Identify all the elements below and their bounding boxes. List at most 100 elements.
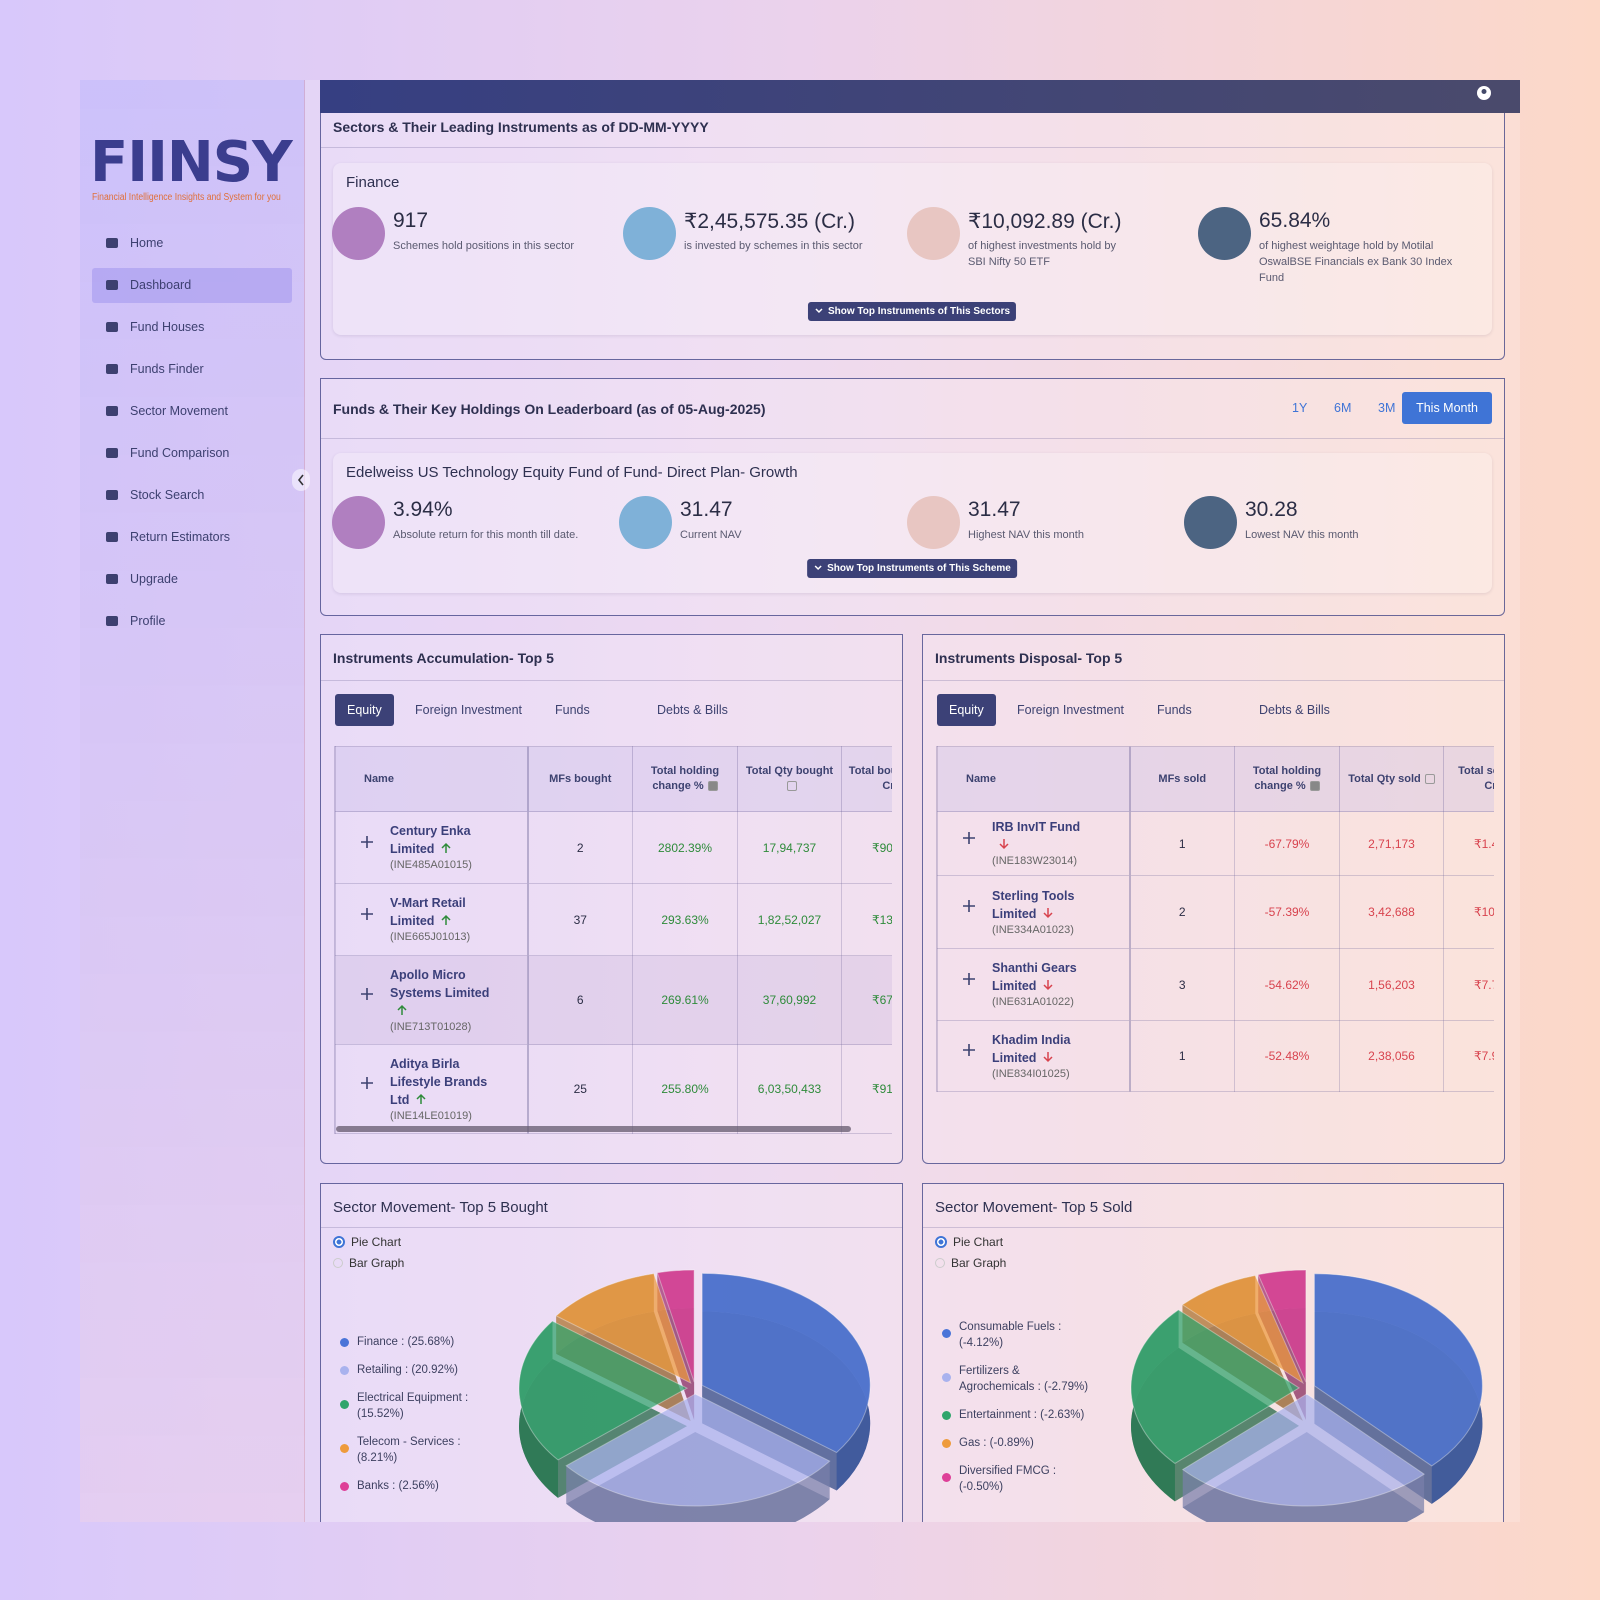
- period-tab[interactable]: 1Y: [1292, 401, 1308, 415]
- table-row[interactable]: Century Enka Limited (INE485A01015) 2 2802.…: [335, 811, 892, 884]
- period-tab[interactable]: 6M: [1334, 401, 1352, 415]
- instrument-name: Sterling Tools Limited: [992, 887, 1092, 923]
- category-tab[interactable]: Debts & Bills: [657, 703, 728, 717]
- legend-item: Electrical Equipment : (15.52%): [340, 1390, 490, 1422]
- expand-icon[interactable]: [962, 831, 976, 845]
- category-tab[interactable]: Debts & Bills: [1259, 703, 1330, 717]
- table-row[interactable]: IRB InvIT Fund (INE183W23014) 1 -67.79% 2,71…: [937, 811, 1494, 876]
- expand-icon[interactable]: [962, 1043, 976, 1057]
- category-tab[interactable]: Foreign Investment: [1017, 703, 1124, 717]
- header-checkbox[interactable]: [1309, 781, 1320, 792]
- stat-value: ₹2,45,575.35 (Cr.): [684, 210, 855, 233]
- table-cell: -67.79%: [1234, 811, 1340, 876]
- expand-icon[interactable]: [360, 907, 374, 921]
- header-checkbox[interactable]: [1424, 773, 1435, 784]
- toggle-button[interactable]: Show Top Instruments of This Scheme: [807, 559, 1017, 578]
- logo-tagline: Financial Intelligence Insights and Syst…: [92, 192, 281, 203]
- nav-icon: [106, 406, 118, 416]
- name-cell: Aditya Birla Lifestyle Brands Ltd (INE14L…: [335, 1044, 529, 1134]
- chart-type-radio[interactable]: Bar Graph: [935, 1256, 1006, 1270]
- instrument-isin: (INE834I01025): [992, 1067, 1070, 1080]
- table-cell: 6,03,50,433: [737, 1044, 842, 1134]
- header-checkbox[interactable]: [786, 781, 797, 792]
- nav-item[interactable]: Upgrade: [104, 569, 178, 589]
- table-cell: ₹1.4: [1443, 811, 1494, 876]
- stat-circle: [1184, 496, 1237, 549]
- expand-icon[interactable]: [962, 972, 976, 986]
- chart-type-radio[interactable]: Pie Chart: [333, 1235, 401, 1249]
- nav-icon: [106, 616, 118, 626]
- header-label: Name: [364, 772, 394, 785]
- divider: [321, 680, 902, 681]
- collapse-button[interactable]: [292, 469, 310, 491]
- fund-card: Funds & Their Key Holdings On Leaderboar…: [320, 378, 1505, 616]
- category-tab-active[interactable]: Equity: [937, 694, 996, 726]
- column-header: MFs bought: [527, 746, 633, 812]
- table-row[interactable]: Sterling Tools Limited (INE334A01023) 2 -57…: [937, 875, 1494, 949]
- radio-label: Bar Graph: [349, 1256, 405, 1270]
- table-row[interactable]: Aditya Birla Lifestyle Brands Ltd (INE14L…: [335, 1044, 892, 1134]
- nav-item[interactable]: Profile: [104, 611, 165, 631]
- table-row[interactable]: Shanthi Gears Limited (INE631A01022) 3 -54.…: [937, 948, 1494, 1021]
- expand-icon[interactable]: [360, 987, 374, 1001]
- header-label: Total holding change %: [1252, 765, 1322, 792]
- nav-item[interactable]: Dashboard: [104, 275, 191, 295]
- period-tab[interactable]: 3M: [1378, 401, 1396, 415]
- expand-icon[interactable]: [360, 1076, 374, 1090]
- nav-item[interactable]: Fund Houses: [104, 317, 204, 337]
- stat-value: 31.47: [680, 498, 733, 521]
- pie-slice: [1130, 1309, 1300, 1465]
- header-checkbox[interactable]: [707, 781, 718, 792]
- category-tab[interactable]: Funds: [555, 703, 590, 717]
- divider: [321, 147, 1504, 148]
- stat-circle: [907, 207, 960, 260]
- nav-item[interactable]: Return Estimators: [104, 527, 230, 547]
- legend-label: Retailing : (20.92%): [357, 1364, 458, 1376]
- scrollbar[interactable]: [336, 1126, 851, 1132]
- period-tab-active[interactable]: This Month: [1402, 392, 1492, 424]
- table-cell: ₹13.8: [841, 883, 892, 956]
- name-cell: IRB InvIT Fund (INE183W23014): [937, 811, 1131, 876]
- expand-icon[interactable]: [360, 835, 374, 849]
- chart-type-radio[interactable]: Bar Graph: [333, 1256, 404, 1270]
- up-arrow: [441, 842, 451, 853]
- radio-circle: [333, 1258, 343, 1268]
- arrow: [441, 914, 451, 925]
- table-row[interactable]: Apollo Micro Systems Limited (INE713T0102…: [335, 955, 892, 1045]
- category-tab-active[interactable]: Equity: [335, 694, 394, 726]
- chart-type-radio[interactable]: Pie Chart: [935, 1235, 1003, 1249]
- table-row[interactable]: Khadim India Limited (INE834I01025) 1 -52.4…: [937, 1020, 1494, 1092]
- table-cell: 1: [1129, 811, 1235, 876]
- legend-dot: [340, 1366, 349, 1375]
- user-icon-head: [1481, 89, 1487, 94]
- user-icon[interactable]: [1476, 85, 1492, 101]
- down-arrow: [999, 839, 1009, 850]
- table-cell: -52.48%: [1234, 1020, 1340, 1092]
- legend-dot: [340, 1444, 349, 1453]
- category-tab[interactable]: Foreign Investment: [415, 703, 522, 717]
- header-label: MFs sold: [1158, 772, 1207, 785]
- instrument-isin: (INE665J01013): [390, 931, 471, 943]
- stat-circle: [907, 496, 960, 549]
- toggle-button[interactable]: Show Top Instruments of This Sectors: [807, 302, 1017, 321]
- nav-item[interactable]: Stock Search: [104, 485, 204, 505]
- stat-text: Absolute return for this month till date…: [393, 529, 579, 541]
- legend-item: Telecom - Services : (8.21%): [340, 1434, 490, 1466]
- column-header: Total Qty bought: [737, 746, 842, 812]
- nav-item[interactable]: Fund Comparison: [104, 443, 229, 463]
- chevron: [814, 565, 822, 571]
- nav-item[interactable]: Sector Movement: [104, 401, 228, 421]
- table-row[interactable]: V-Mart Retail Limited (INE665J01013) 37 293…: [335, 883, 892, 956]
- nav-item[interactable]: Funds Finder: [104, 359, 204, 379]
- table-cell: ₹7.7: [1443, 948, 1494, 1021]
- nav-icon-shape: [106, 322, 118, 332]
- category-tab[interactable]: Funds: [1157, 703, 1192, 717]
- expand-icon[interactable]: [962, 899, 976, 913]
- radio-label: Pie Chart: [953, 1235, 1004, 1249]
- nav-icon-shape: [106, 574, 118, 584]
- table-cell: 2: [1129, 875, 1235, 949]
- nav-item[interactable]: Home: [104, 233, 163, 253]
- legend-item: Gas : (-0.89%): [942, 1435, 1092, 1451]
- collapse-chevron: [297, 474, 304, 486]
- card-title: Instruments Accumulation- Top 5: [333, 650, 554, 666]
